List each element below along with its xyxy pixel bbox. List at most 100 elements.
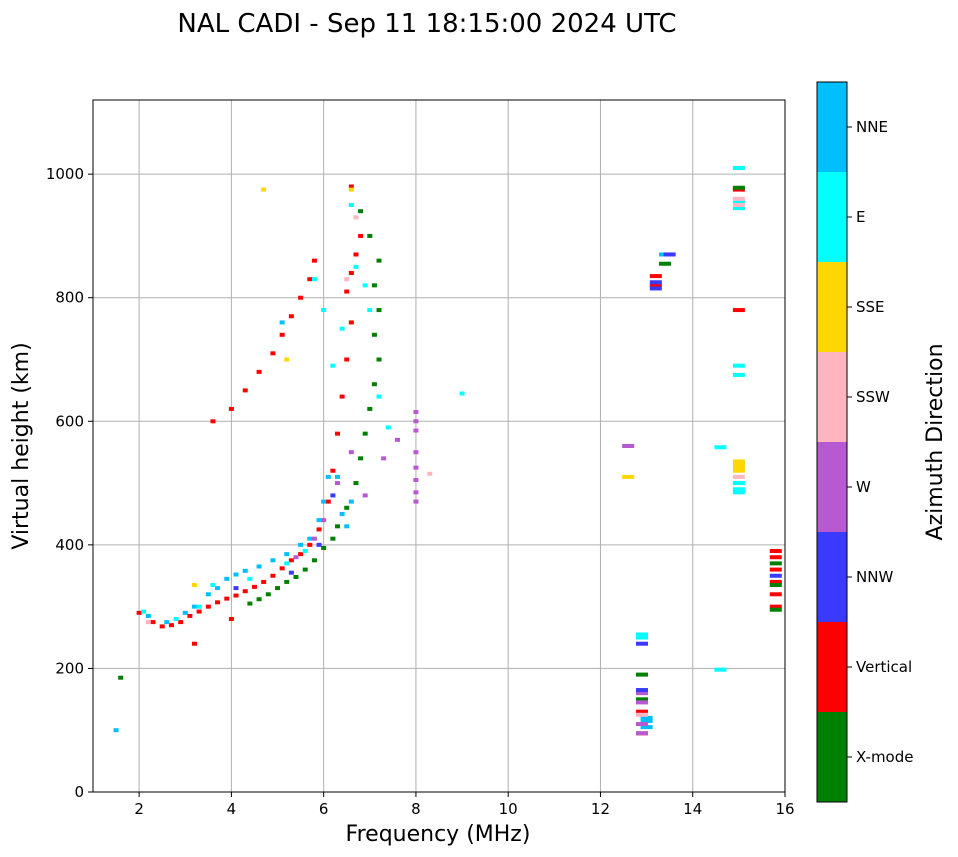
data-point	[191, 583, 197, 588]
data-point	[348, 203, 354, 208]
colorbar-swatch	[817, 532, 847, 622]
data-point	[353, 215, 359, 220]
data-point	[279, 566, 285, 571]
data-point	[224, 576, 230, 581]
data-point	[261, 187, 267, 192]
data-point	[362, 283, 368, 288]
data-point	[261, 579, 267, 584]
data-point	[663, 252, 676, 257]
data-point	[622, 474, 635, 479]
data-point	[311, 536, 317, 541]
data-point	[358, 233, 364, 238]
data-point	[371, 382, 377, 387]
data-point	[325, 474, 331, 479]
y-tick-label: 200	[55, 659, 84, 677]
data-point	[732, 459, 745, 464]
data-point	[649, 274, 662, 279]
colorbar-swatch	[817, 352, 847, 442]
data-point	[344, 357, 350, 362]
data-point	[640, 718, 653, 723]
data-point	[168, 623, 174, 628]
data-point	[459, 391, 465, 396]
data-point	[233, 572, 239, 577]
data-point	[307, 542, 313, 547]
data-point	[330, 536, 336, 541]
y-tick-label: 600	[55, 412, 84, 430]
data-point	[311, 258, 317, 263]
data-point	[279, 320, 285, 325]
data-point	[732, 203, 745, 208]
data-point	[302, 567, 308, 572]
x-tick-label: 2	[134, 800, 144, 818]
data-point	[413, 499, 419, 504]
data-point	[649, 280, 662, 285]
data-point	[635, 731, 648, 736]
data-point	[353, 481, 359, 486]
data-point	[362, 493, 368, 498]
data-point	[732, 308, 745, 313]
data-point	[307, 536, 313, 541]
data-point	[732, 490, 745, 495]
data-point	[732, 372, 745, 377]
data-point	[228, 617, 234, 621]
data-point	[344, 277, 350, 282]
data-point	[256, 564, 262, 569]
data-point	[635, 641, 648, 646]
data-point	[344, 505, 350, 510]
y-axis: 0 200 400 600 800 1000	[46, 165, 93, 801]
colorbar-tick-label: X-mode	[856, 748, 913, 766]
data-point	[348, 187, 354, 192]
data-point	[413, 428, 419, 433]
data-point	[367, 233, 373, 238]
data-point	[339, 511, 345, 516]
x-tick-label: 10	[499, 800, 518, 818]
data-point	[242, 589, 248, 594]
series-vertical	[136, 184, 782, 736]
data-point	[769, 579, 782, 584]
colorbar-frame	[816, 81, 848, 803]
data-point	[769, 592, 782, 597]
data-point	[769, 555, 782, 560]
data-point	[307, 277, 313, 282]
data-point	[321, 308, 327, 313]
data-point	[311, 558, 317, 563]
data-point	[298, 295, 304, 300]
data-point	[635, 635, 648, 640]
y-tick-label: 800	[55, 289, 84, 307]
data-point	[413, 450, 419, 455]
data-point	[265, 592, 271, 597]
data-point	[178, 620, 184, 625]
data-point	[769, 607, 782, 612]
y-tick-label: 0	[74, 783, 84, 801]
colorbar-swatch	[817, 262, 847, 352]
data-point	[325, 499, 331, 504]
data-point	[635, 712, 648, 717]
x-tick-label: 14	[683, 800, 702, 818]
data-point	[215, 586, 221, 591]
data-point	[298, 542, 304, 547]
data-point	[335, 481, 341, 486]
data-point	[344, 289, 350, 294]
colorbar: X-mode Vertical NNW W SSW SSE E NNE	[816, 81, 913, 803]
data-point	[769, 573, 782, 578]
data-point	[270, 558, 276, 563]
data-point	[635, 697, 648, 702]
data-point	[376, 308, 382, 313]
data-point	[732, 185, 745, 190]
data-point	[191, 641, 197, 646]
data-point	[769, 583, 782, 588]
colorbar-swatch	[817, 712, 847, 802]
data-point	[270, 573, 276, 578]
series-w	[293, 410, 648, 736]
data-point	[635, 691, 648, 696]
data-point	[649, 286, 662, 291]
grid-lines	[93, 100, 785, 792]
data-point	[284, 579, 290, 584]
data-point	[228, 406, 234, 411]
data-point	[635, 632, 648, 637]
data-point	[173, 617, 179, 621]
data-point	[371, 332, 377, 337]
data-point	[335, 431, 341, 436]
data-point	[321, 499, 327, 504]
data-point	[659, 261, 672, 266]
